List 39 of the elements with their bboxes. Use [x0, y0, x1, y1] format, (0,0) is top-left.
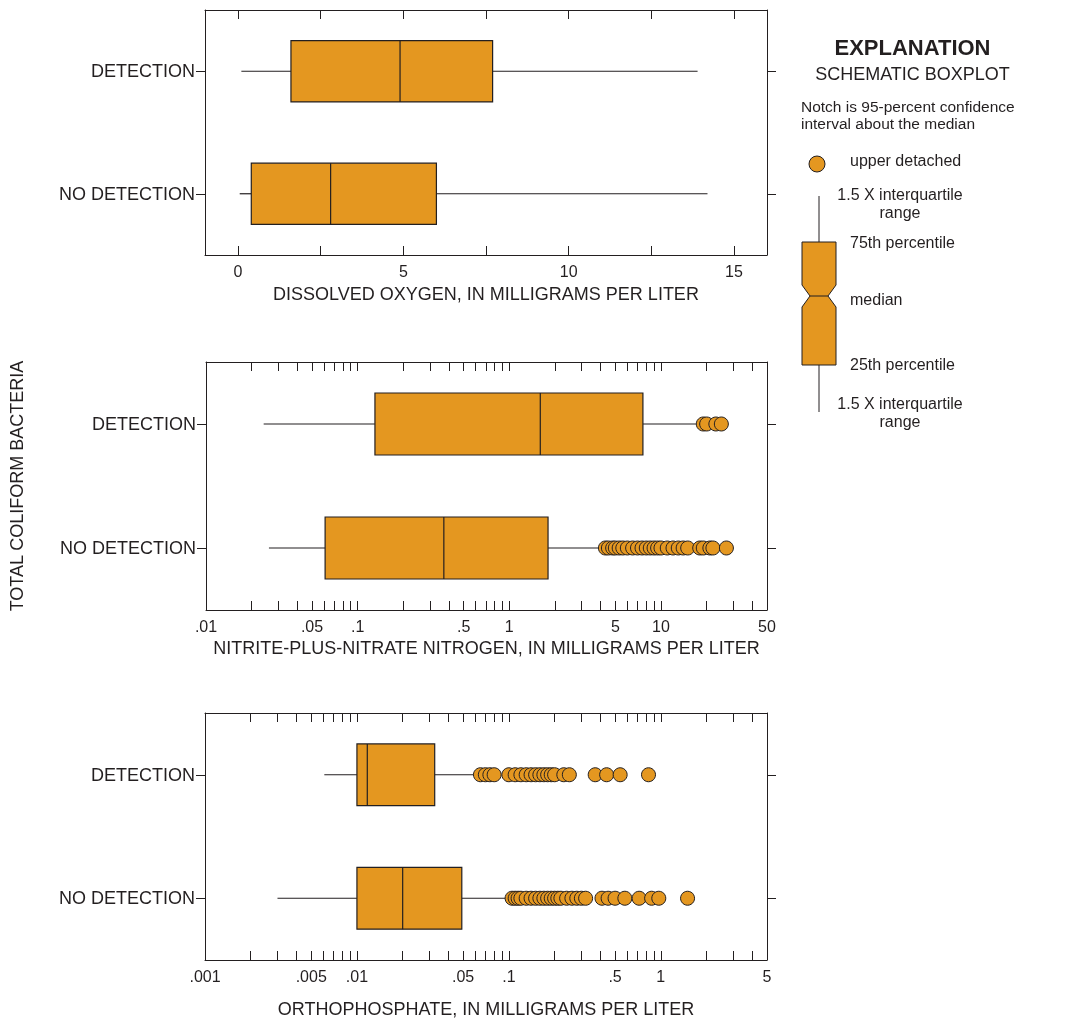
- y-tick-label: NO DETECTION: [58, 183, 195, 204]
- x-tick-label: 5: [398, 262, 408, 280]
- x-tick-label: .1: [350, 617, 365, 635]
- y-tick-label: NO DETECTION: [59, 538, 196, 558]
- y-tick-label: NO DETECTION: [58, 888, 195, 909]
- x-tick-label: 5: [762, 967, 772, 985]
- y-tick-label: DETECTION: [90, 61, 195, 82]
- y-axis-title: TOTAL COLIFORM BACTERIA: [7, 360, 27, 612]
- x-tick-label: 1: [504, 617, 514, 635]
- x-tick-label: .05: [452, 967, 475, 985]
- text: 25th percentile: [850, 356, 956, 374]
- y-tick-label: DETECTION: [91, 414, 196, 434]
- text: upper detached: [850, 152, 963, 170]
- x-tick-label: .5: [608, 967, 622, 985]
- x-tick-label: 50: [758, 617, 776, 635]
- x-tick-label: .1: [502, 967, 516, 985]
- x-tick-label: .005: [295, 967, 327, 985]
- x-tick-label: 1: [656, 967, 666, 985]
- text: 1.5 X interquartile range: [836, 186, 964, 222]
- text: 75th percentile: [850, 234, 956, 252]
- x-tick-label: 10: [652, 617, 670, 635]
- x-axis-title: DISSOLVED OXYGEN, IN MILLIGRAMS PER LITER: [273, 284, 699, 304]
- x-tick-label: 0: [233, 262, 243, 280]
- text: EXPLANATION: [833, 35, 992, 60]
- x-tick-label: .01: [345, 967, 369, 985]
- text: Notch is 95-percent confidence interval about the median: [801, 98, 1016, 132]
- text: SCHEMATIC BOXPLOT: [814, 64, 1011, 84]
- x-tick-label: 10: [559, 262, 578, 280]
- y-tick-label: DETECTION: [90, 764, 195, 785]
- text: 1.5 X interquartile range: [836, 395, 964, 431]
- x-tick-label: .01: [194, 617, 218, 635]
- x-tick-label: .05: [300, 617, 324, 635]
- text: median: [850, 291, 904, 309]
- x-tick-label: 15: [725, 262, 743, 280]
- x-axis-title: ORTHOPHOSPHATE, IN MILLIGRAMS PER LITER: [277, 999, 695, 1019]
- x-tick-label: .5: [457, 617, 471, 635]
- x-tick-label: 5: [610, 617, 620, 635]
- x-axis-title: NITRITE-PLUS-NITRATE NITROGEN, IN MILLIGRAMS PER LITER: [213, 637, 760, 658]
- x-tick-label: .001: [189, 967, 221, 985]
